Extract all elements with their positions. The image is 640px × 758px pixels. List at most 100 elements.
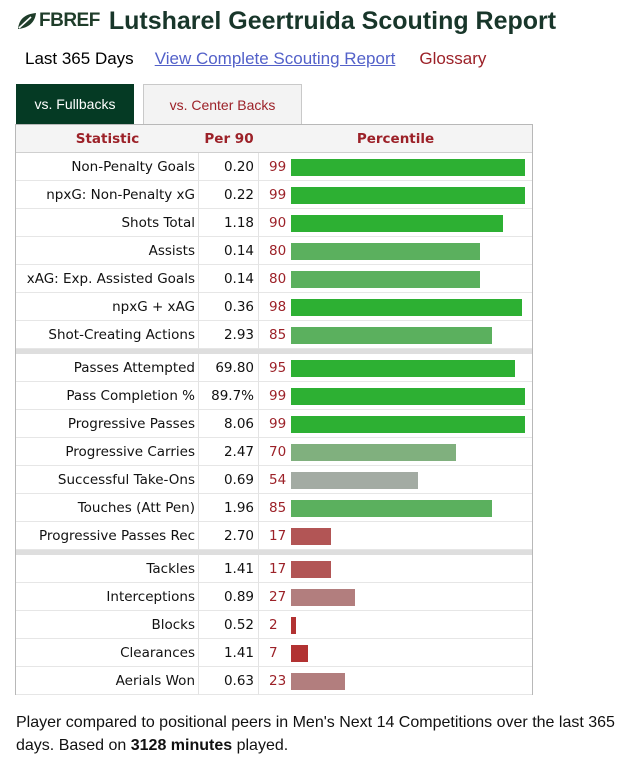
percentile-bar: [291, 528, 331, 545]
table-row: Blocks 0.52 2: [16, 611, 532, 639]
percentile-bar: [291, 444, 456, 461]
percentile-value: 85: [269, 500, 287, 516]
scouting-table: Statistic Per 90 Percentile Non-Penalty …: [15, 124, 533, 695]
percentile-bar: [291, 388, 525, 405]
stat-name[interactable]: Progressive Passes: [16, 410, 199, 438]
per90-value: 1.96: [199, 494, 259, 522]
stat-name[interactable]: Passes Attempted: [16, 354, 199, 382]
per90-value: 0.20: [199, 153, 259, 181]
percentile-value: 99: [269, 159, 287, 175]
percentile-bar: [291, 561, 331, 578]
percentile-value: 70: [269, 444, 287, 460]
per90-value: 1.41: [199, 639, 259, 667]
table-row: Shots Total 1.18 90: [16, 209, 532, 237]
per90-value: 0.14: [199, 265, 259, 293]
period-label: Last 365 Days: [25, 49, 134, 68]
header-per90[interactable]: Per 90: [204, 131, 254, 147]
table-row: Progressive Passes Rec 2.70 17: [16, 522, 532, 550]
stat-name[interactable]: Interceptions: [16, 583, 199, 611]
table-row: Shot-Creating Actions 2.93 85: [16, 321, 532, 349]
percentile-value: 80: [269, 271, 287, 287]
percentile-bar: [291, 187, 525, 204]
per90-value: 0.52: [199, 611, 259, 639]
stat-name[interactable]: Shots Total: [16, 209, 199, 237]
percentile-value: 90: [269, 215, 287, 231]
footnote-suffix: played.: [232, 737, 289, 754]
per90-value: 89.7%: [199, 382, 259, 410]
stat-name[interactable]: Progressive Passes Rec: [16, 522, 199, 550]
stat-name[interactable]: xAG: Exp. Assisted Goals: [16, 265, 199, 293]
stat-name[interactable]: Touches (Att Pen): [16, 494, 199, 522]
group-divider: [16, 349, 532, 354]
per90-value: 0.14: [199, 237, 259, 265]
percentile-bar: [291, 589, 355, 606]
table-row: Pass Completion % 89.7% 99: [16, 382, 532, 410]
table-row: Aerials Won 0.63 23: [16, 667, 532, 695]
table-row: xAG: Exp. Assisted Goals 0.14 80: [16, 265, 532, 293]
table-row: Tackles 1.41 17: [16, 555, 532, 583]
percentile-value: 99: [269, 388, 287, 404]
percentile-value: 17: [269, 561, 287, 577]
sub-navigation: Last 365 Days View Complete Scouting Rep…: [25, 49, 486, 69]
stat-name[interactable]: Tackles: [16, 555, 199, 583]
stat-name[interactable]: Progressive Carries: [16, 438, 199, 466]
stat-name[interactable]: Aerials Won: [16, 667, 199, 695]
stat-name[interactable]: Assists: [16, 237, 199, 265]
table-row: Non-Penalty Goals 0.20 99: [16, 153, 532, 181]
stat-name[interactable]: npxG + xAG: [16, 293, 199, 321]
percentile-bar: [291, 472, 418, 489]
stat-name[interactable]: Successful Take-Ons: [16, 466, 199, 494]
stat-name[interactable]: npxG: Non-Penalty xG: [16, 181, 199, 209]
footnote: Player compared to positional peers in M…: [16, 711, 640, 757]
fbref-logo[interactable]: FBREF: [16, 10, 100, 32]
percentile-value: 23: [269, 673, 287, 689]
per90-value: 0.22: [199, 181, 259, 209]
table-row: Progressive Carries 2.47 70: [16, 438, 532, 466]
per90-value: 0.69: [199, 466, 259, 494]
percentile-bar: [291, 271, 480, 288]
logo-text: FBREF: [39, 10, 100, 31]
percentile-bar: [291, 500, 492, 517]
percentile-value: 99: [269, 187, 287, 203]
stat-name[interactable]: Blocks: [16, 611, 199, 639]
percentile-bar: [291, 416, 525, 433]
table-row: Successful Take-Ons 0.69 54: [16, 466, 532, 494]
percentile-value: 7: [269, 645, 278, 661]
table-row: Assists 0.14 80: [16, 237, 532, 265]
header-statistic[interactable]: Statistic: [75, 131, 140, 147]
table-row: Clearances 1.41 7: [16, 639, 532, 667]
tab-vs-center-backs[interactable]: vs. Center Backs: [143, 84, 302, 124]
table-header: Statistic Per 90 Percentile: [16, 125, 532, 153]
table-row: npxG + xAG 0.36 98: [16, 293, 532, 321]
page-title: Lutsharel Geertruida Scouting Report: [108, 6, 557, 35]
percentile-value: 54: [269, 472, 287, 488]
percentile-value: 99: [269, 416, 287, 432]
percentile-value: 27: [269, 589, 287, 605]
stat-name[interactable]: Clearances: [16, 639, 199, 667]
percentile-bar: [291, 645, 308, 662]
percentile-bar: [291, 360, 515, 377]
percentile-value: 2: [269, 617, 278, 633]
per90-value: 1.18: [199, 209, 259, 237]
percentile-bar: [291, 159, 525, 176]
stat-name[interactable]: Non-Penalty Goals: [16, 153, 199, 181]
glossary-link[interactable]: Glossary: [419, 49, 487, 68]
table-row: Touches (Att Pen) 1.96 85: [16, 494, 532, 522]
table-row: Progressive Passes 8.06 99: [16, 410, 532, 438]
per90-value: 8.06: [199, 410, 259, 438]
header-percentile[interactable]: Percentile: [356, 131, 435, 147]
per90-value: 2.47: [199, 438, 259, 466]
complete-report-link[interactable]: View Complete Scouting Report: [154, 49, 396, 68]
percentile-bar: [291, 243, 480, 260]
percentile-bar: [291, 673, 345, 690]
minutes-played: 3128 minutes: [130, 737, 233, 754]
table-row: Passes Attempted 69.80 95: [16, 354, 532, 382]
stat-name[interactable]: Shot-Creating Actions: [16, 321, 199, 349]
per90-value: 0.89: [199, 583, 259, 611]
stat-name[interactable]: Pass Completion %: [16, 382, 199, 410]
percentile-value: 85: [269, 327, 287, 343]
percentile-value: 95: [269, 360, 287, 376]
percentile-value: 17: [269, 528, 287, 544]
percentile-value: 80: [269, 243, 287, 259]
tab-vs-fullbacks[interactable]: vs. Fullbacks: [16, 84, 134, 124]
